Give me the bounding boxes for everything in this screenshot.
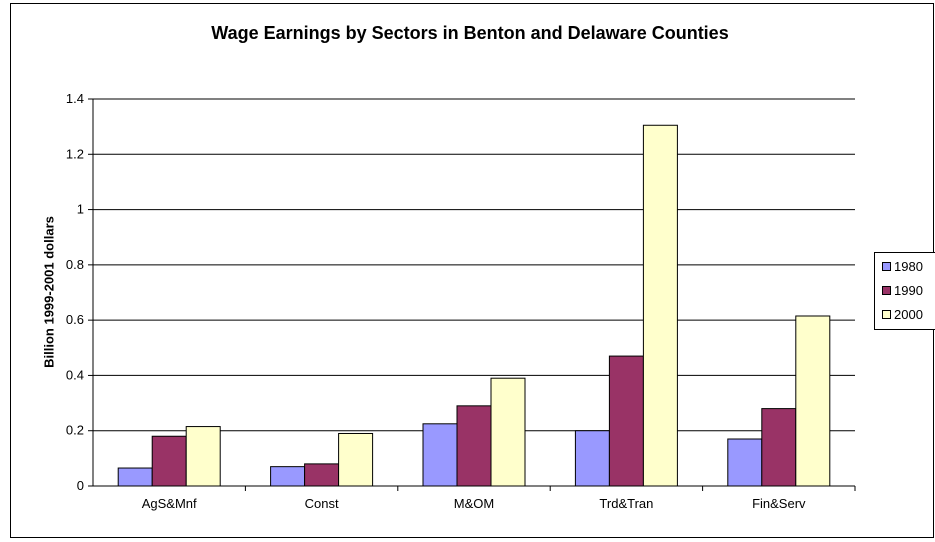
y-tick-label: 1	[77, 202, 84, 217]
bar-1980-finserv	[727, 438, 763, 487]
bar-1990-const	[304, 463, 340, 487]
x-tick-label: Const	[305, 496, 339, 511]
bar-1990-trdtran	[608, 355, 644, 487]
x-tick-label: Trd&Tran	[599, 496, 653, 511]
y-tick-label: 1.4	[66, 91, 84, 106]
bar-2000-const	[338, 432, 374, 487]
bar-2000-finserv	[795, 315, 831, 487]
bar-2000-mom	[490, 377, 526, 487]
y-tick-label: 0.6	[66, 312, 84, 327]
x-tick-label: M&OM	[454, 496, 494, 511]
chart-title: Wage Earnings by Sectors in Benton and D…	[211, 23, 729, 43]
y-tick-label: 0.4	[66, 367, 84, 382]
bar-1980-agsmnf	[117, 467, 153, 487]
legend-label-2000: 2000	[894, 307, 923, 322]
y-tick-label: 1.2	[66, 146, 84, 161]
bar-1980-const	[270, 466, 306, 487]
bar-1990-finserv	[761, 408, 797, 487]
bar-2000-agsmnf	[185, 426, 221, 487]
legend-swatch-1990	[882, 286, 891, 295]
legend-label-1980: 1980	[894, 259, 923, 274]
y-tick-label: 0	[77, 478, 84, 493]
legend: 1980 1990 2000	[874, 252, 935, 330]
bar-1980-trdtran	[574, 430, 610, 487]
y-tick-label: 0.2	[66, 423, 84, 438]
legend-swatch-1980	[882, 262, 891, 271]
x-tick-label: AgS&Mnf	[142, 496, 197, 511]
bar-1990-mom	[456, 405, 492, 487]
bar-2000-trdtran	[642, 124, 678, 487]
legend-label-1990: 1990	[894, 283, 923, 298]
legend-swatch-2000	[882, 310, 891, 319]
bar-1990-agsmnf	[151, 435, 187, 487]
y-tick-label: 0.8	[66, 257, 84, 272]
x-tick-label: Fin&Serv	[752, 496, 806, 511]
bar-1980-mom	[422, 423, 458, 487]
